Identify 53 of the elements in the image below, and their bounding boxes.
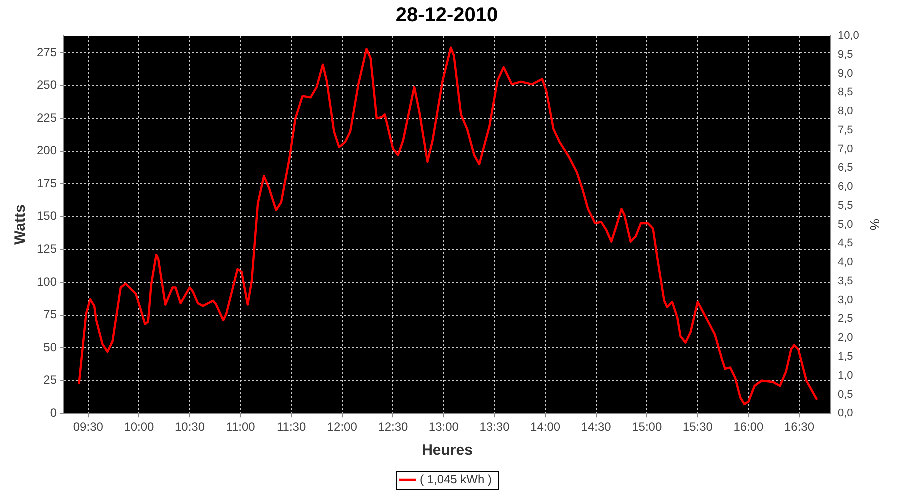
- x-tick-label: 11:00: [226, 420, 256, 434]
- y-tick-label: 100: [36, 274, 58, 289]
- y2-tick-label: 2,0: [838, 332, 854, 344]
- y2-tick-label: 6,5: [838, 162, 854, 174]
- y2-tick-label: 9,5: [838, 48, 854, 61]
- x-tick-label: 14:00: [530, 420, 561, 434]
- y2-tick-label: 1,5: [838, 350, 854, 363]
- y-tick-label: 175: [36, 176, 58, 190]
- x-tick-label: 12:30: [378, 420, 408, 434]
- y2-tick-label: 0,5: [838, 388, 854, 401]
- y-tick-label: 250: [36, 78, 58, 92]
- y-tick-label: 275: [36, 45, 58, 60]
- x-tick-label: 15:30: [682, 420, 714, 434]
- legend-label: ( 1,045 kWh ): [420, 472, 492, 486]
- y-tick-label: 75: [44, 308, 58, 322]
- y2-tick-label: 8,0: [838, 106, 854, 118]
- y2-tick-label: 7,5: [838, 124, 854, 136]
- y-tick-label: 225: [36, 110, 58, 125]
- y2-tick-label: 4,0: [838, 256, 854, 269]
- y-tick-label: 200: [36, 144, 58, 158]
- y2-tick-label: 10,0: [838, 30, 860, 42]
- x-tick-label: 10:30: [174, 420, 206, 434]
- y2-tick-label: 6,0: [838, 181, 854, 194]
- y2-tick-label: 5,5: [838, 200, 854, 212]
- y2-tick-label: 9,0: [838, 68, 854, 80]
- y2-tick-label: 3,0: [838, 294, 854, 306]
- x-tick-label: 14:30: [581, 420, 612, 434]
- x-tick-label: 13:30: [480, 420, 510, 434]
- x-tick-label: 11:30: [277, 420, 306, 434]
- x-tick-label: 13:00: [428, 420, 460, 434]
- x-axis-title: Heures: [422, 442, 473, 460]
- y-tick-label: 125: [36, 242, 58, 256]
- y2-tick-label: 8,5: [838, 86, 854, 99]
- y-tick-label: 150: [36, 209, 58, 224]
- y-axis-title: Watts: [12, 204, 30, 245]
- y2-tick-label: 4,5: [838, 238, 854, 250]
- y2-tick-label: 1,0: [838, 370, 854, 382]
- y2-tick-label: 2,5: [838, 313, 854, 326]
- x-tick-label: 12:00: [327, 420, 358, 434]
- y2-tick-label: 7,0: [838, 143, 854, 156]
- y2-axis-title: %: [868, 219, 883, 232]
- x-tick-label: 10:00: [124, 420, 155, 434]
- x-tick-label: 16:00: [734, 420, 764, 434]
- x-tick-label: 15:00: [632, 420, 662, 434]
- y2-tick-label: 3,5: [838, 275, 854, 288]
- x-tick-label: 09:30: [73, 420, 104, 434]
- x-tick-label: 16:30: [784, 420, 815, 434]
- y-tick-label: 50: [44, 340, 58, 354]
- y2-tick-label: 5,0: [838, 218, 854, 231]
- y2-tick-label: 0,0: [838, 408, 854, 420]
- y-tick-label: 25: [44, 373, 58, 388]
- y-tick-label: 0: [50, 406, 58, 420]
- chart-title: 28-12-2010: [396, 4, 498, 27]
